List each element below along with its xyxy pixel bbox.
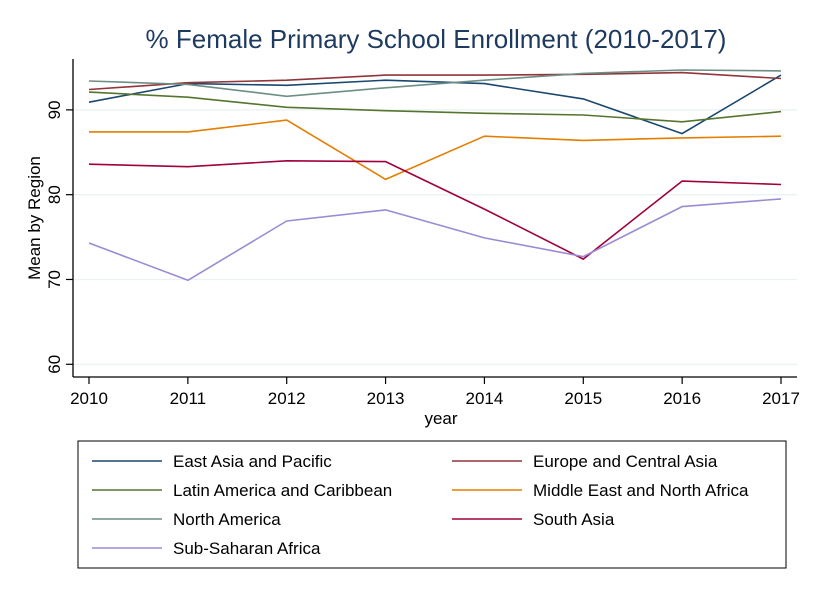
series-line-6 <box>88 198 782 282</box>
y-axis-title: Mean by Region <box>25 156 44 280</box>
x-tick-label: 2013 <box>367 389 405 408</box>
x-tick-label: 2017 <box>762 389 800 408</box>
x-tick-label: 2010 <box>70 389 108 408</box>
series-line-4 <box>88 69 782 98</box>
y-tick-label: 90 <box>45 100 64 119</box>
series-line-2 <box>88 91 782 123</box>
legend-label: East Asia and Pacific <box>173 452 332 471</box>
grid-lines <box>73 109 797 365</box>
x-axis-title: year <box>424 409 457 428</box>
series-lines <box>88 69 782 282</box>
legend: East Asia and Pacific Europe and Central … <box>92 452 749 558</box>
y-tick-label: 80 <box>45 185 64 204</box>
y-tick-label: 60 <box>45 355 64 374</box>
y-tick-label: 70 <box>45 270 64 289</box>
series-line-1 <box>88 71 782 91</box>
series-line-5 <box>88 160 782 260</box>
x-tick-label: 2016 <box>663 389 701 408</box>
legend-label: Middle East and North Africa <box>533 481 749 500</box>
series-line-0 <box>88 74 782 135</box>
legend-label: Latin America and Caribbean <box>173 481 392 500</box>
chart-title: % Female Primary School Enrollment (2010… <box>146 24 727 54</box>
x-tick-label: 2012 <box>268 389 306 408</box>
x-tick-label: 2014 <box>466 389 504 408</box>
x-axis-ticks: 2010 2011 2012 2013 2014 2015 2016 2017 <box>70 377 800 408</box>
legend-label: Europe and Central Asia <box>533 452 718 471</box>
legend-label: Sub-Saharan Africa <box>173 539 321 558</box>
legend-box <box>77 440 787 569</box>
x-tick-label: 2011 <box>170 389 207 408</box>
legend-label: North America <box>173 510 281 529</box>
x-tick-label: 2015 <box>564 389 602 408</box>
y-axis-ticks: 60 70 80 90 <box>45 100 73 374</box>
series-line-3 <box>89 119 782 181</box>
legend-label: South Asia <box>533 510 615 529</box>
